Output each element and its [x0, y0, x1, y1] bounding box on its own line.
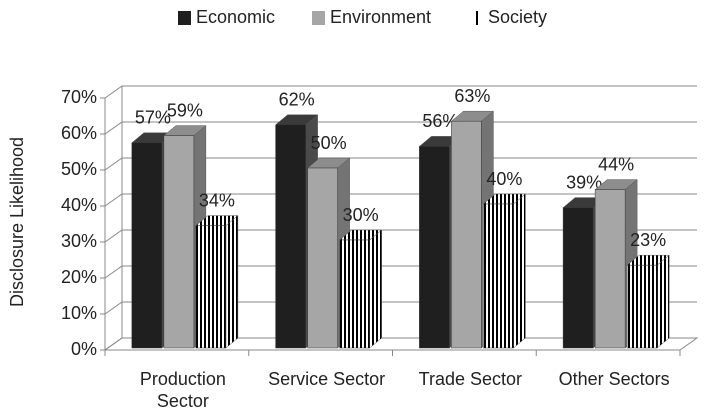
legend-label: Economic [196, 7, 275, 27]
value-label: 63% [454, 86, 490, 106]
bar [339, 239, 370, 349]
bar-side [225, 215, 239, 349]
value-label: 56% [422, 111, 458, 131]
bar [419, 146, 450, 349]
bar-side [369, 229, 382, 349]
bar [275, 124, 306, 349]
value-label: 40% [486, 169, 522, 189]
y-axis-label: Disclosure Likelihood [7, 137, 27, 307]
x-tick-label: Trade Sector [418, 369, 523, 389]
grid-line [104, 121, 697, 135]
value-label: 62% [279, 90, 315, 110]
value-label: 59% [167, 100, 203, 120]
value-label: 30% [343, 205, 379, 225]
y-tick-label: 40% [61, 195, 97, 215]
y-tick-label: 20% [61, 267, 97, 287]
legend-swatch [312, 11, 325, 25]
y-tick-label: 10% [61, 303, 97, 323]
bar [562, 207, 594, 349]
bar [307, 167, 338, 349]
bar [594, 189, 626, 349]
legend-label: Environment [330, 7, 431, 27]
value-label: 50% [311, 133, 347, 153]
bar [163, 135, 195, 349]
y-tick-label: 0% [71, 339, 97, 359]
legend-swatch [474, 11, 480, 25]
bar [451, 120, 482, 349]
legend-label: Society [488, 7, 547, 27]
bar-side [656, 254, 670, 349]
legend-swatch [178, 11, 191, 25]
x-tick-label: Service Sector [268, 369, 386, 389]
value-label: 23% [630, 230, 666, 250]
bar-side [513, 193, 526, 349]
y-tick-label: 50% [61, 159, 97, 179]
bar [131, 142, 163, 349]
value-label: 44% [598, 154, 634, 174]
y-tick-label: 30% [61, 231, 97, 251]
bar [195, 225, 227, 349]
x-tick-label: Production Sector [139, 369, 226, 411]
bar [483, 203, 514, 349]
value-label: 57% [135, 108, 171, 128]
value-label: 34% [199, 190, 235, 210]
value-label: 39% [566, 172, 602, 192]
grid-line [104, 157, 697, 171]
grid-line [104, 85, 697, 99]
y-tick-label: 70% [61, 87, 97, 107]
x-tick-label: Other Sectors [558, 369, 670, 389]
bar [626, 264, 658, 349]
y-tick-label: 60% [61, 123, 97, 143]
